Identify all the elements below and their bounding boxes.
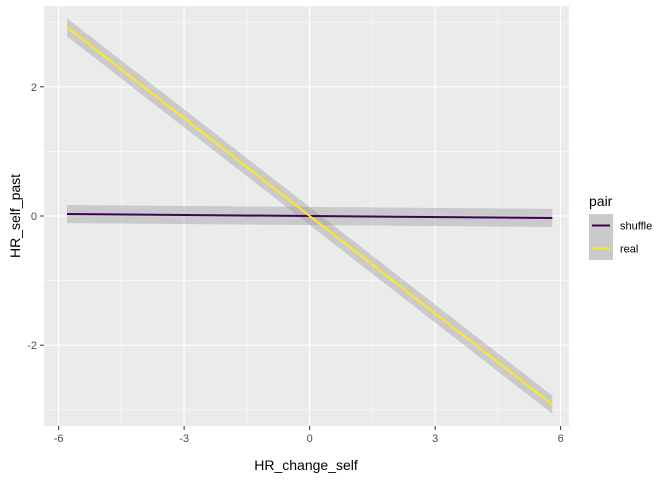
- legend: pair shuffle real: [589, 193, 652, 260]
- x-tick-label: 6: [558, 433, 564, 445]
- y-axis: -2 0 2: [27, 82, 44, 352]
- series-lines: [66, 26, 553, 406]
- legend-title: pair: [589, 193, 613, 209]
- legend-label-shuffle: shuffle: [620, 221, 652, 233]
- x-tick-label: 0: [307, 433, 313, 445]
- x-tick-label: -3: [179, 433, 189, 445]
- series-line-real: [66, 26, 553, 406]
- y-axis-title: HR_self_past: [7, 174, 23, 258]
- y-tick-label: 2: [31, 82, 37, 94]
- y-tick-label: 0: [31, 211, 37, 223]
- y-tick-label: -2: [27, 340, 37, 352]
- legend-label-real: real: [620, 244, 638, 256]
- x-tick-label: -6: [54, 433, 64, 445]
- x-axis-title: HR_change_self: [254, 457, 358, 473]
- x-tick-label: 3: [432, 433, 438, 445]
- x-axis: -6 -3 0 3 6: [54, 426, 564, 445]
